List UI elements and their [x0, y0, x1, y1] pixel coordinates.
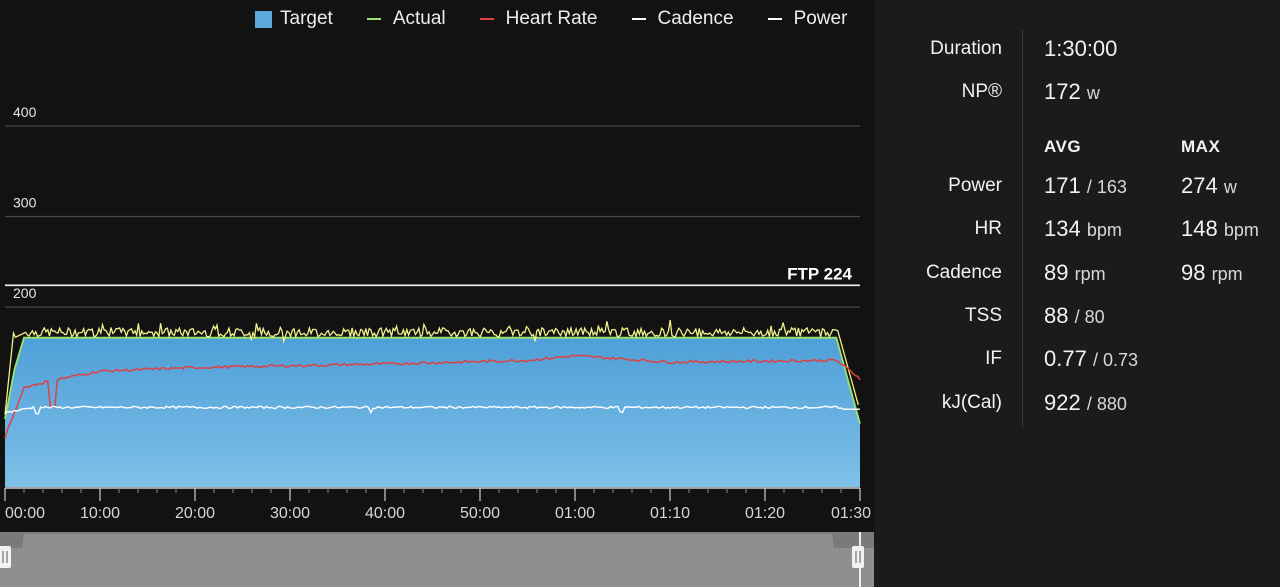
x-tick-label: 10:00	[80, 505, 120, 522]
duration-value: 1:30:00	[1044, 36, 1118, 61]
heart-rate-swatch-icon	[479, 18, 494, 20]
x-tick-label: 50:00	[460, 505, 500, 522]
chart-legend: Target Actual Heart Rate Cadence Power	[255, 8, 847, 30]
max-header: MAX	[1181, 137, 1221, 156]
workout-chart: 400 300 200 FTP 224 00:00 10:00 20:00 30:00 40:…	[0, 104, 874, 587]
legend-power[interactable]: Power	[767, 8, 848, 30]
x-tick-label: 30:00	[270, 505, 310, 522]
heart-rate-line	[4, 354, 861, 439]
workout-chart-panel: 400 300 200 FTP 224 00:00 10:00 20:00 30:00 40:…	[0, 8, 874, 587]
stat-label-tss: TSS	[965, 305, 1002, 326]
x-tick-label: 20:00	[175, 505, 215, 522]
stat-label-if: IF	[985, 348, 1002, 369]
x-tick-label: 40:00	[365, 505, 405, 522]
x-tick-label: 01:20	[745, 505, 785, 522]
actual-line	[4, 336, 861, 424]
x-tick-label: 01:10	[650, 505, 690, 522]
stat-avg-if: 0.77 / 0.73	[1044, 346, 1138, 371]
stat-label-cadence: Cadence	[925, 262, 1002, 283]
scrubber-start-handle-grip-icon	[0, 546, 11, 568]
stat-label-hr: HR	[974, 218, 1002, 239]
legend-cadence-label: Cadence	[657, 8, 734, 29]
scrubber-end-handle-grip-icon	[852, 546, 864, 568]
np-label: NP®	[961, 81, 1002, 102]
stat-max-hr: 148 bpm	[1181, 216, 1259, 241]
y-tick-label: 200	[13, 285, 37, 301]
stat-label-power: Power	[948, 175, 1002, 196]
stats-divider	[1022, 30, 1023, 427]
stat-avg-kjcal: 922 / 880	[1044, 390, 1127, 415]
stat-label-kjcal: kJ(Cal)	[941, 392, 1002, 413]
legend-heart-rate[interactable]: Heart Rate	[479, 8, 598, 30]
power-swatch-icon	[767, 18, 782, 20]
cadence-swatch-icon	[631, 18, 646, 20]
stat-max-power: 274 w	[1181, 173, 1237, 198]
avg-header: AVG	[1044, 137, 1082, 156]
stat-avg-tss: 88 / 80	[1044, 303, 1105, 328]
power-line	[4, 319, 859, 415]
legend-actual[interactable]: Actual	[366, 8, 446, 30]
legend-power-label: Power	[793, 8, 848, 29]
stats-panel: Duration 1:30:00 NP® 172 w AVG MAX Power…	[874, 0, 1280, 587]
actual-swatch-icon	[366, 18, 381, 20]
legend-heart-rate-label: Heart Rate	[505, 8, 598, 29]
x-tick-label: 00:00	[5, 505, 45, 522]
legend-cadence[interactable]: Cadence	[631, 8, 734, 30]
x-tick-label: 01:00	[555, 505, 595, 522]
stat-avg-hr: 134 bpm	[1044, 216, 1122, 241]
np-value: 172 w	[1044, 79, 1100, 104]
legend-actual-label: Actual	[392, 8, 446, 29]
scrubber-end-handle[interactable]	[852, 546, 864, 568]
stat-avg-cadence: 89 rpm	[1044, 260, 1106, 285]
stat-max-cadence: 98 rpm	[1181, 260, 1243, 285]
target-swatch-icon	[255, 10, 272, 28]
ftp-label: FTP 224	[787, 264, 852, 283]
y-tick-label: 400	[13, 104, 37, 120]
scrubber-start-handle[interactable]	[0, 546, 11, 568]
legend-target-label: Target	[280, 8, 333, 29]
legend-target[interactable]: Target	[255, 8, 333, 30]
cadence-line	[4, 405, 860, 415]
stat-avg-power: 171 / 163	[1044, 173, 1127, 198]
target-area	[5, 337, 860, 487]
np-unit: w	[1086, 83, 1100, 103]
x-tick-label: 01:30	[831, 505, 871, 522]
duration-label: Duration	[930, 38, 1002, 59]
scrubber-profile	[0, 534, 874, 587]
y-tick-label: 300	[13, 195, 37, 211]
